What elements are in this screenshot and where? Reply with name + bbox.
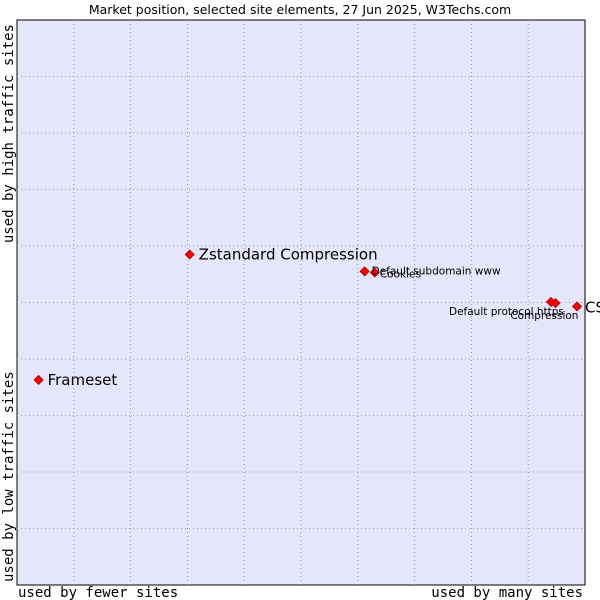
data-label-default-protocol-https: Default protocol https (449, 306, 564, 318)
data-point-default-subdomain-www (359, 266, 370, 277)
data-point-compression (550, 297, 561, 309)
data-point-frameset (33, 374, 44, 385)
data-point-css (571, 301, 583, 312)
data-label-frameset: Frameset (48, 371, 118, 389)
data-point-cookies (369, 267, 380, 278)
x-axis-label-many: used by many sites (431, 585, 583, 600)
grid-lines (17, 20, 585, 585)
data-label-default-subdomain-www: Default subdomain www (372, 265, 501, 277)
chart-title: Market position, selected site elements,… (89, 2, 511, 17)
data-label-css: CSS (585, 298, 600, 316)
y-axis-label-high: used by high traffic sites (1, 24, 17, 243)
y-axis-label-low: used by low traffic sites (1, 371, 17, 582)
data-label-compression: Compression (510, 310, 578, 322)
x-axis-label-fewer: used by fewer sites (18, 585, 178, 600)
data-labels: Zstandard Compression Frameset CSS Default … (48, 245, 600, 388)
data-label-cookies: Cookies (380, 269, 421, 281)
data-points (33, 249, 583, 385)
data-point-zstandard-compression (184, 249, 195, 260)
data-label-zstandard-compression: Zstandard Compression (199, 245, 378, 263)
